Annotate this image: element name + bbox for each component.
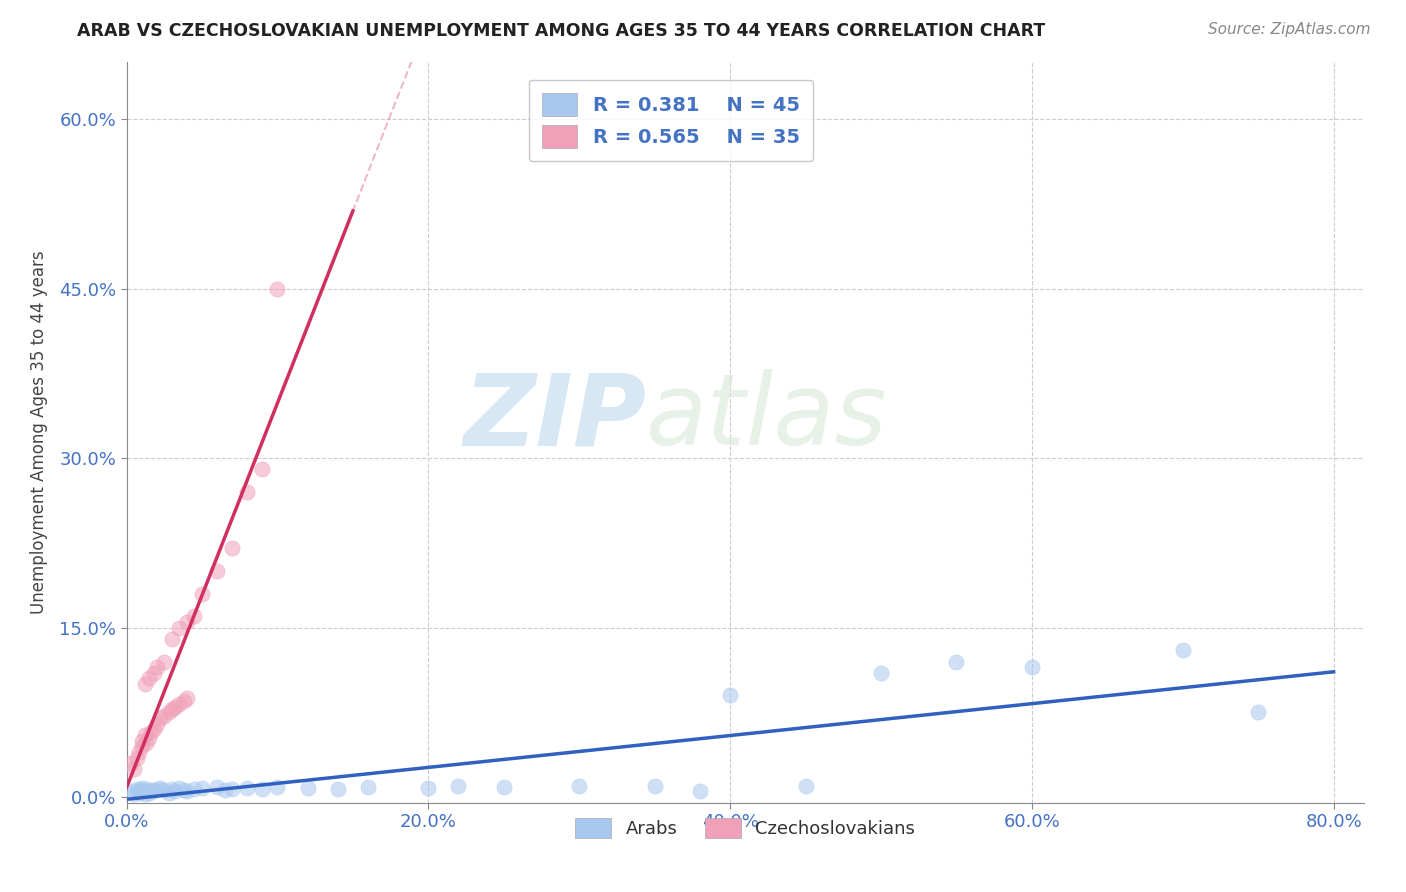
Point xyxy=(157,706,180,720)
Point xyxy=(145,716,167,731)
Point xyxy=(568,779,591,793)
Point xyxy=(357,780,380,794)
Point xyxy=(173,783,195,797)
Point xyxy=(139,783,162,797)
Point xyxy=(142,723,165,737)
Point xyxy=(145,782,167,797)
Point xyxy=(252,462,274,476)
Point xyxy=(644,779,666,793)
Text: atlas: atlas xyxy=(647,369,887,467)
Point xyxy=(127,750,149,764)
Point xyxy=(221,782,243,797)
Point xyxy=(131,733,153,747)
Point xyxy=(191,781,214,796)
Point xyxy=(266,780,288,794)
Point xyxy=(183,609,205,624)
Point xyxy=(135,782,157,797)
Point xyxy=(142,665,165,680)
Point xyxy=(132,784,155,798)
Point xyxy=(252,782,274,797)
Legend: Arabs, Czechoslovakians: Arabs, Czechoslovakians xyxy=(568,810,922,846)
Point xyxy=(138,731,160,746)
Text: ARAB VS CZECHOSLOVAKIAN UNEMPLOYMENT AMONG AGES 35 TO 44 YEARS CORRELATION CHART: ARAB VS CZECHOSLOVAKIAN UNEMPLOYMENT AMO… xyxy=(77,22,1046,40)
Point xyxy=(138,786,160,800)
Text: ZIP: ZIP xyxy=(463,369,647,467)
Point xyxy=(205,780,228,794)
Point xyxy=(135,736,157,750)
Point xyxy=(120,784,142,798)
Point xyxy=(120,756,142,771)
Point xyxy=(139,724,162,739)
Point xyxy=(266,281,288,295)
Point xyxy=(945,655,967,669)
Point xyxy=(176,615,198,629)
Point xyxy=(153,783,176,797)
Point xyxy=(173,694,195,708)
Point xyxy=(176,690,198,705)
Point xyxy=(163,699,186,714)
Point xyxy=(870,665,893,680)
Point xyxy=(134,787,156,801)
Point xyxy=(129,783,152,797)
Point xyxy=(134,728,156,742)
Point xyxy=(1247,706,1270,720)
Point xyxy=(176,784,198,798)
Point xyxy=(297,781,319,796)
Point xyxy=(205,564,228,578)
Point xyxy=(145,660,167,674)
Point xyxy=(131,739,153,754)
Point xyxy=(122,762,145,776)
Point xyxy=(183,782,205,797)
Point xyxy=(169,698,191,712)
Point xyxy=(236,485,259,500)
Point xyxy=(134,677,156,691)
Point xyxy=(160,782,183,797)
Point xyxy=(128,745,150,759)
Point xyxy=(1021,660,1043,674)
Point xyxy=(127,782,149,797)
Point xyxy=(326,782,349,797)
Point xyxy=(689,784,711,798)
Point xyxy=(191,587,214,601)
Point xyxy=(794,779,817,793)
Point xyxy=(160,632,183,646)
Point xyxy=(492,780,515,794)
Point xyxy=(138,672,160,686)
Y-axis label: Unemployment Among Ages 35 to 44 years: Unemployment Among Ages 35 to 44 years xyxy=(30,251,48,615)
Point xyxy=(153,655,176,669)
Point xyxy=(236,781,259,796)
Point xyxy=(169,621,191,635)
Point xyxy=(128,786,150,800)
Point xyxy=(163,784,186,798)
Point xyxy=(418,781,440,796)
Point xyxy=(447,779,470,793)
Point xyxy=(149,711,172,725)
Text: Source: ZipAtlas.com: Source: ZipAtlas.com xyxy=(1208,22,1371,37)
Point xyxy=(1171,643,1194,657)
Point xyxy=(169,781,191,796)
Point xyxy=(718,689,741,703)
Point xyxy=(149,781,172,796)
Point xyxy=(131,781,153,796)
Point xyxy=(214,783,236,797)
Point xyxy=(157,786,180,800)
Point xyxy=(153,708,176,723)
Point xyxy=(142,784,165,798)
Point xyxy=(221,541,243,556)
Point xyxy=(160,702,183,716)
Point xyxy=(122,787,145,801)
